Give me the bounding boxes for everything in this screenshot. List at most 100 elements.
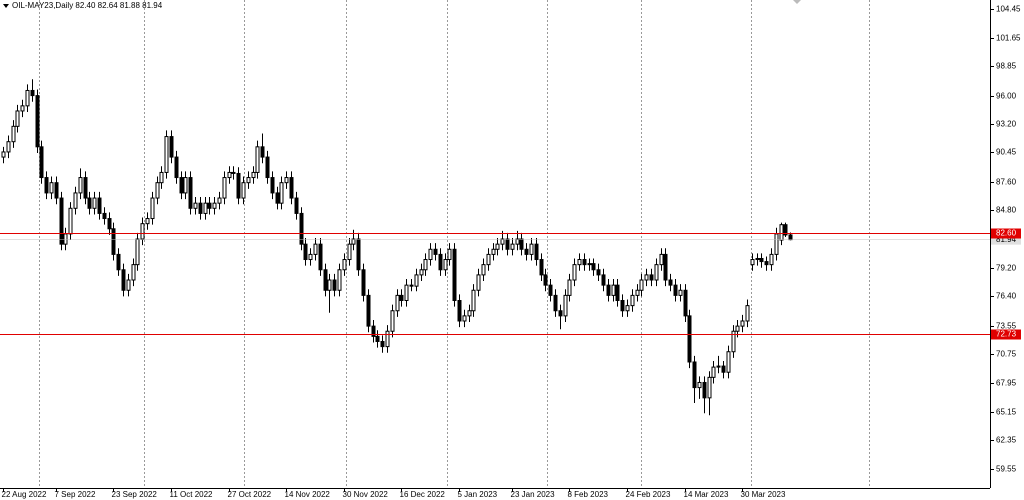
candle-body [183,177,188,194]
candle-body [611,284,616,296]
y-tick-label: 90.45 [996,148,1017,157]
candle-body [491,248,496,255]
candle-body [505,238,510,250]
candle-body [750,259,755,266]
x-tick-label: 27 Oct 2022 [228,490,272,499]
candle-body [721,365,726,373]
candle-body [236,172,241,199]
candle-body [644,274,649,281]
y-tick-label: 59.55 [996,465,1017,474]
candle-body [702,381,707,399]
candle-body [308,253,313,261]
candle-body [620,300,625,312]
candle-body [366,294,371,327]
candle-body [179,177,184,194]
candle-body [126,279,131,291]
candle-body [361,269,366,296]
x-tick-label: 14 Mar 2023 [684,490,729,499]
candle-body [510,243,515,250]
candle-body [327,279,332,291]
candle-body [241,182,246,199]
y-tick-label: 96.00 [996,92,1017,101]
x-tick-label: 23 Sep 2022 [112,490,158,499]
menu-arrow[interactable] [3,4,9,8]
candle-body [601,274,606,286]
candle-body [20,105,25,112]
candle-body [740,320,745,327]
candle-body [423,259,428,271]
candle-body [92,197,97,209]
candle-body [467,310,472,317]
candle-body [385,330,390,348]
candle-body [15,110,20,127]
candle-body [783,224,788,236]
candle-body [313,243,318,255]
candle-body [735,325,740,332]
candle-body [788,234,793,241]
candle-body [486,253,491,266]
level-label: 82.60 [996,229,1017,238]
candle-body [558,310,563,317]
candle-body [654,264,659,281]
candle-body [582,259,587,266]
candle-body [635,289,640,296]
candle-body [529,243,534,255]
candle-body [697,381,702,389]
candle-body [332,279,337,291]
candle-body [649,274,654,281]
candle-body [774,233,779,255]
candle-body [222,177,227,199]
candle-body [433,248,438,255]
candle-body [419,269,424,276]
period-separators [39,0,870,488]
candle-body [44,177,49,194]
candle-body [131,264,136,281]
candle-body [539,259,544,276]
last-price-label: 81.94 [996,235,1017,244]
candle-body [462,315,467,322]
candle-body [764,261,769,266]
candle-body [591,263,596,271]
candle-body [25,89,30,107]
candle-body [87,197,92,209]
x-tick-label: 5 Jan 2023 [458,490,498,499]
candle-body [606,284,611,296]
candle-body [231,171,236,174]
candle-body [500,238,505,245]
y-tick-label: 98.85 [996,62,1017,71]
candle-body [457,300,462,322]
candle-body [745,305,750,322]
y-tick-label: 67.95 [996,379,1017,388]
level-label-box [991,228,1021,239]
candle-body [687,315,692,363]
candle-body [572,264,577,281]
candle-body [303,243,308,261]
y-tick-label: 87.60 [996,178,1017,187]
candle-body [68,207,73,235]
candle-body [260,146,265,158]
candle-body [673,284,678,296]
candle-body [347,243,352,261]
candle-body [399,294,404,302]
candle-body [265,156,270,179]
candle-body [116,253,121,271]
candle-body [54,182,59,199]
level-label: 72.73 [996,330,1017,339]
candle-body [39,146,44,179]
x-tick-label: 30 Mar 2023 [741,490,786,499]
candle-body [683,289,688,317]
candle-body [519,238,524,250]
candle-body [97,197,102,214]
candle-body [275,192,280,204]
y-tick-label: 101.65 [996,34,1021,43]
candle-body [193,202,198,209]
candle-body [678,289,683,296]
candle-body [452,248,457,302]
scroll-marker [793,0,801,4]
candle-body [668,279,673,286]
candle-body [227,171,232,179]
candle-body [438,253,443,271]
candle-body [203,202,208,214]
candle-body [659,253,664,266]
